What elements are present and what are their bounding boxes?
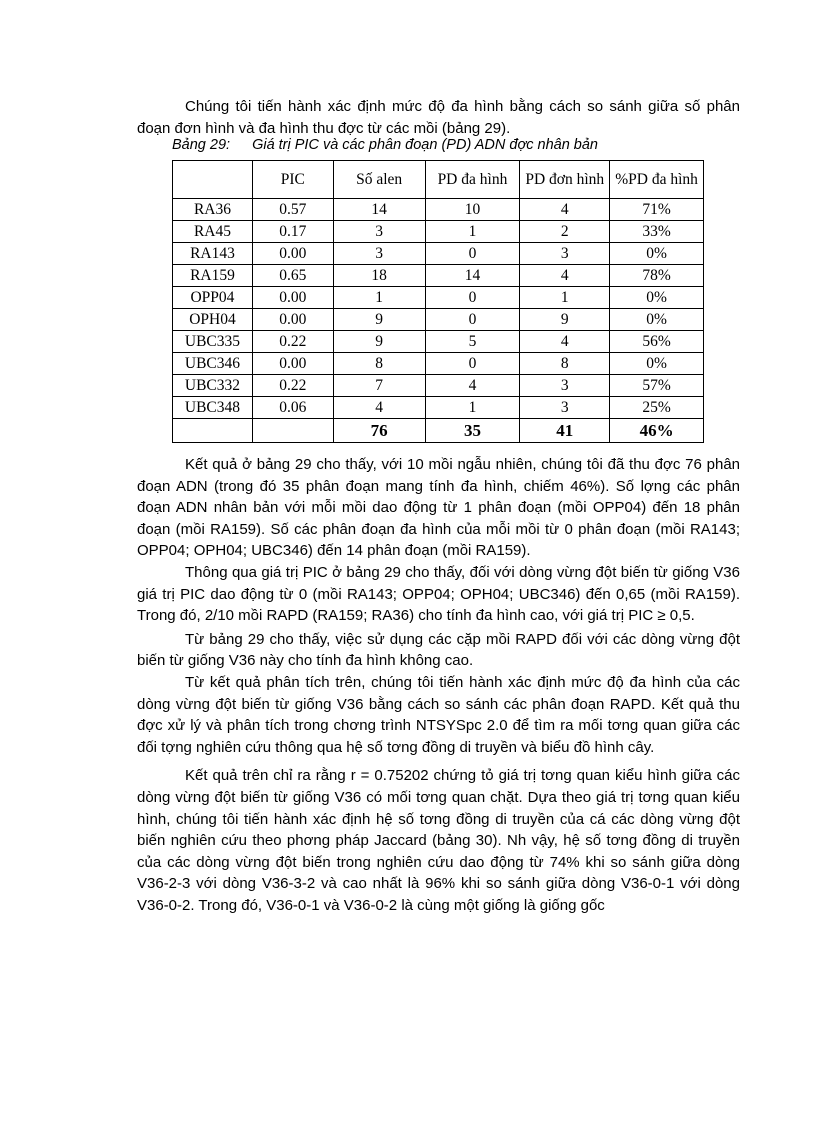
table-cell: 3 [519,374,611,397]
table-cell: 1 [424,220,521,243]
total-cell [172,418,253,443]
table-cell: RA159 [172,264,253,287]
table-cell: 9 [332,330,426,353]
table-cell: 4 [332,396,426,419]
table-cell: OPH04 [172,308,253,331]
total-cell [251,418,334,443]
table-row: UBC348 0.06 4 1 3 25% [172,396,704,419]
column-header: PD đơn hình [519,160,611,199]
column-header: PIC [251,160,334,199]
table-cell: 0% [609,286,704,309]
table-row: UBC332 0.22 7 4 3 57% [172,374,704,397]
table-cell: 2 [519,220,611,243]
body-text: Kết quả ở bảng 29 cho thấy, với 10 mồi n… [137,454,740,916]
table-cell: 9 [519,308,611,331]
table-cell: 4 [519,198,611,221]
table-cell: RA45 [172,220,253,243]
total-cell: 76 [332,418,426,443]
paragraph-4: Từ kết quả phân tích trên, chúng tôi tiế… [137,673,740,756]
table-cell: 57% [609,374,704,397]
caption-label: Bảng 29: [172,137,231,153]
column-header [172,160,253,199]
table-header-row: PIC Số alen PD đa hình PD đơn hình %PD đa hì… [172,160,704,199]
table-caption: Bảng 29: Giá trị PIC và các phân đoạn (PD… [172,137,620,153]
table-cell: UBC346 [172,352,253,375]
table-row: RA45 0.17 3 1 2 33% [172,220,704,243]
table-cell: 0.17 [251,220,334,243]
pic-table: PIC Số alen PD đa hình PD đơn hình %PD đa hì… [172,160,704,443]
table-cell: 4 [424,374,521,397]
table-row: OPP04 0.00 1 0 1 0% [172,286,704,309]
table-cell: 0 [424,308,521,331]
table-cell: 0.00 [251,352,334,375]
table-row: UBC346 0.00 8 0 8 0% [172,352,704,375]
table-cell: 0 [424,352,521,375]
table-cell: 14 [424,264,521,287]
table-cell: 4 [519,330,611,353]
table-cell: 4 [519,264,611,287]
table-cell: 1 [424,396,521,419]
table-row: RA159 0.65 18 14 4 78% [172,264,704,287]
table-cell: 8 [332,352,426,375]
table-cell: RA143 [172,242,253,265]
table-cell: 3 [519,242,611,265]
table-cell: 56% [609,330,704,353]
table-cell: 78% [609,264,704,287]
table-cell: UBC335 [172,330,253,353]
paragraph-3: Từ bảng 29 cho thấy, việc sử dụng các cặ… [137,630,740,670]
table-cell: 0 [424,242,521,265]
table-cell: 1 [332,286,426,309]
table-cell: 0.00 [251,286,334,309]
table-cell: RA36 [172,198,253,221]
table-row: UBC335 0.22 9 5 4 56% [172,330,704,353]
table-cell: 7 [332,374,426,397]
table-cell: 0.22 [251,374,334,397]
table-cell: 3 [332,242,426,265]
table-cell: 0 [424,286,521,309]
table-cell: 3 [332,220,426,243]
table-row: OPH04 0.00 9 0 9 0% [172,308,704,331]
table-cell: UBC348 [172,396,253,419]
table-cell: 18 [332,264,426,287]
table-cell: 0.00 [251,308,334,331]
table-cell: OPP04 [172,286,253,309]
table-cell: 1 [519,286,611,309]
table-cell: 0% [609,308,704,331]
column-header: %PD đa hình [609,160,704,199]
table-cell: 0.00 [251,242,334,265]
table-cell: 3 [519,396,611,419]
table-cell: 0.22 [251,330,334,353]
table-row: RA143 0.00 3 0 3 0% [172,242,704,265]
total-cell: 46% [609,418,704,443]
table-cell: 8 [519,352,611,375]
column-header: Số alen [332,160,426,199]
table-cell: 0.65 [251,264,334,287]
table-cell: 33% [609,220,704,243]
paragraph-2: Thông qua giá trị PIC ở bảng 29 cho thấy… [137,563,740,625]
table-cell: 0.06 [251,396,334,419]
intro-block: Chúng tôi tiến hành xác định mức độ đa h… [137,96,740,139]
table-cell: 9 [332,308,426,331]
total-cell: 41 [519,418,611,443]
paragraph-5: Kết quả trên chỉ ra rằng r = 0.75202 chứ… [137,767,740,914]
table-cell: 25% [609,396,704,419]
table-cell: 0.57 [251,198,334,221]
table-cell: 71% [609,198,704,221]
table-cell: 5 [424,330,521,353]
table-row: RA36 0.57 14 10 4 71% [172,198,704,221]
caption-text: Giá trị PIC và các phân đoạn (PD) ADN đợ… [252,137,598,153]
column-header: PD đa hình [424,160,521,199]
table-cell: 10 [424,198,521,221]
intro-paragraph: Chúng tôi tiến hành xác định mức độ đa h… [137,98,740,137]
table-cell: 0% [609,242,704,265]
table-cell: 14 [332,198,426,221]
table-cell: 0% [609,352,704,375]
total-row: 76 35 41 46% [172,418,704,443]
table-cell: UBC332 [172,374,253,397]
total-cell: 35 [424,418,521,443]
paragraph-1: Kết quả ở bảng 29 cho thấy, với 10 mồi n… [137,456,740,560]
